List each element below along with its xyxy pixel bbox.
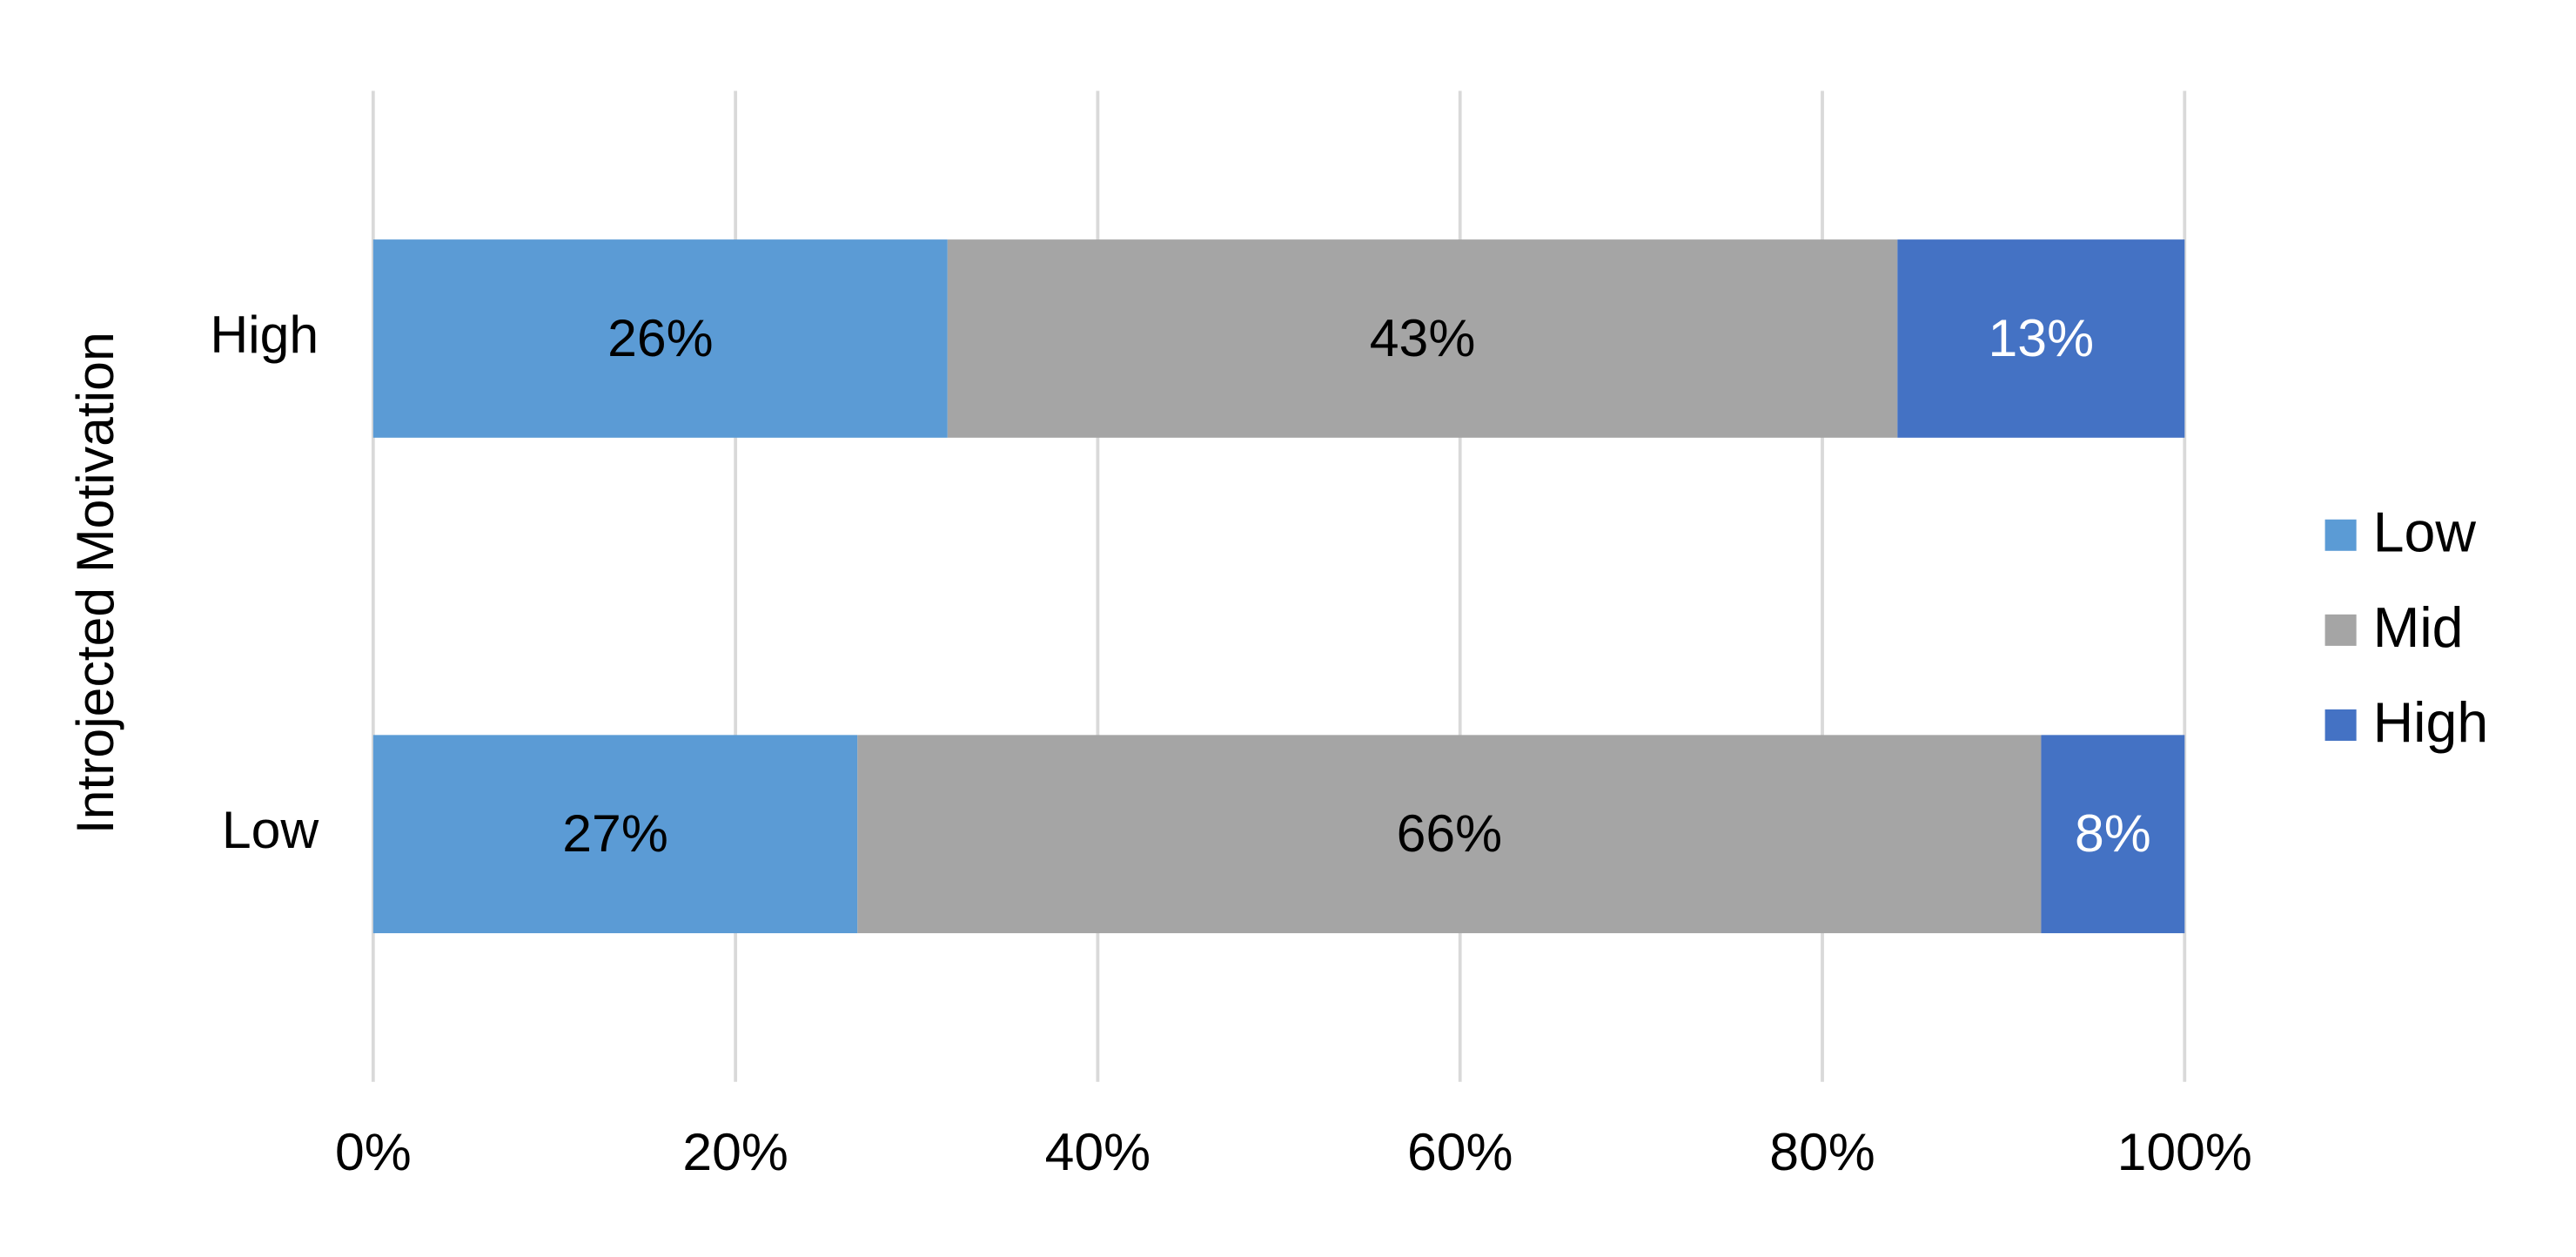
bar-segment xyxy=(947,239,1898,438)
legend-label: High xyxy=(2373,691,2489,754)
data-label: 27% xyxy=(562,803,668,863)
data-label: 26% xyxy=(607,308,714,367)
data-label: 8% xyxy=(2075,803,2151,863)
legend-swatch xyxy=(2324,709,2357,741)
legend-swatch xyxy=(2324,519,2357,551)
data-label: 66% xyxy=(1397,803,1503,863)
bar-segment xyxy=(372,239,948,438)
x-tick-label: 20% xyxy=(682,1122,788,1181)
x-tick-label: 100% xyxy=(2117,1122,2252,1181)
x-tick-label: 0% xyxy=(335,1122,412,1181)
x-tick-label: 80% xyxy=(1769,1122,1875,1181)
bar-segment xyxy=(857,735,2042,934)
y-tick-label: High xyxy=(210,305,319,364)
data-label: 43% xyxy=(1370,308,1476,367)
legend-swatch xyxy=(2324,614,2357,646)
y-axis-label: Introjected Motivation xyxy=(65,332,124,834)
legend-label: Mid xyxy=(2373,596,2464,659)
data-label: 13% xyxy=(1989,308,2094,367)
y-tick-label: Low xyxy=(222,800,319,859)
bar-segment xyxy=(2041,735,2185,934)
legend-label: Low xyxy=(2373,501,2477,564)
bar-segment xyxy=(372,735,858,934)
bar-segment xyxy=(1897,239,2185,438)
x-tick-label: 60% xyxy=(1407,1122,1513,1181)
x-tick-label: 40% xyxy=(1045,1122,1151,1181)
